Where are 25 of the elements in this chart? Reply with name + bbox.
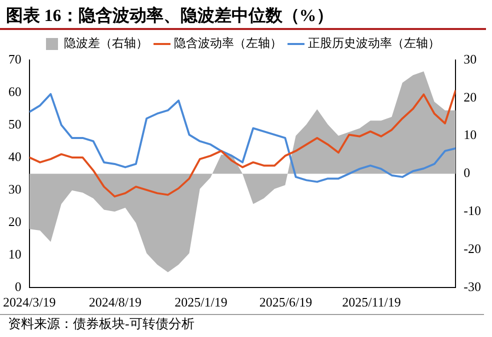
y2-tick-label: 0 [464,165,470,180]
y-tick-label: 40 [8,148,22,164]
text: 资料来源：债券板块-可转债分析 [8,315,196,333]
y2-tick-label: 30 [464,51,477,66]
x-tick-label: 2024/8/19 [88,294,142,310]
legend-label: 隐波差（右轴） [64,36,148,50]
y-tick-label: 60 [8,84,22,99]
y2-tick-label: 20 [464,89,477,104]
y-tick-label: 70 [8,51,22,66]
y2-tick-label: 10 [464,127,477,142]
y-tick-label: 30 [8,181,22,196]
y-tick-label: 0 [14,278,22,294]
legend-label: 隐含波动率（左轴） [174,36,282,50]
legend-label: 正股历史波动率（左轴） [308,36,440,50]
x-tick-label: 2025/11/19 [342,294,401,310]
y2-tick-label: -30 [464,278,482,294]
x-tick-label: 2025/1/19 [174,294,228,310]
chart-title: 图表 16：隐含波动率、隐波差中位数（%） [0,0,486,30]
y2-tick-label: -20 [464,240,482,256]
y-tick-label: 50 [8,116,22,132]
x-tick-label: 2025/6/19 [259,294,312,310]
x-tick-label: 2024/3/19 [2,294,56,310]
y-tick-label: 20 [8,214,22,229]
y2-tick-label: -10 [464,203,482,218]
y-tick-label: 10 [8,246,22,262]
